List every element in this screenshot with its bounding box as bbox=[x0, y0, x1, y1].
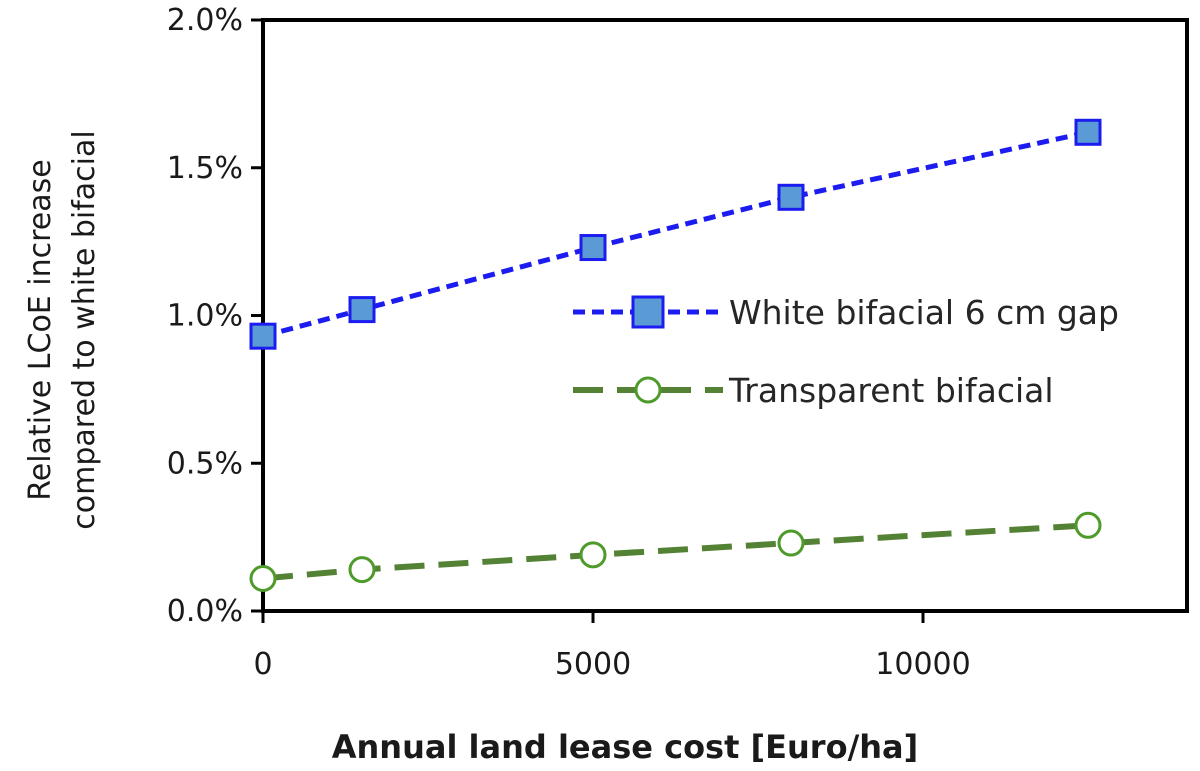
y-tick-label: 1.0% bbox=[167, 299, 243, 334]
x-tick-label: 0 bbox=[253, 647, 272, 682]
x-tick-label: 5000 bbox=[555, 647, 631, 682]
x-axis-title: Annual land lease cost [Euro/ha] bbox=[332, 728, 919, 766]
y-axis-ticks: 0.0% 0.5% 1.0% 1.5% 2.0% bbox=[167, 3, 263, 629]
y-axis-title-line1: Relative LCoE increase bbox=[23, 159, 58, 500]
y-axis-title-line2: compared to white bifacial bbox=[67, 130, 102, 529]
y-tick-label: 0.5% bbox=[167, 446, 243, 481]
data-point-white-bifacial bbox=[579, 234, 607, 262]
data-point-transparent-bifacial bbox=[348, 556, 376, 584]
y-tick-label: 0.0% bbox=[167, 594, 243, 629]
legend: White bifacial 6 cm gap Transparent bifa… bbox=[573, 293, 1119, 410]
data-point-transparent-bifacial bbox=[579, 541, 607, 569]
data-point-transparent-bifacial bbox=[1074, 511, 1102, 539]
data-point-white-bifacial bbox=[249, 322, 277, 350]
legend-label-transparent-bifacial: Transparent bifacial bbox=[728, 371, 1054, 410]
legend-marker-transparent-bifacial bbox=[634, 376, 662, 404]
data-point-white-bifacial bbox=[1074, 118, 1102, 146]
y-tick-label: 2.0% bbox=[167, 3, 243, 38]
series-line-1 bbox=[262, 522, 1089, 582]
data-point-transparent-bifacial bbox=[249, 564, 277, 592]
data-point-white-bifacial bbox=[348, 296, 376, 324]
series-line-0 bbox=[262, 129, 1089, 339]
x-tick-label: 10000 bbox=[875, 647, 970, 682]
x-axis-ticks: 0 5000 10000 bbox=[253, 611, 971, 682]
legend-label-white-bifacial: White bifacial 6 cm gap bbox=[729, 293, 1119, 332]
series-layer bbox=[249, 118, 1102, 592]
legend-marker-white-bifacial bbox=[631, 295, 665, 329]
data-point-white-bifacial bbox=[777, 183, 805, 211]
data-point-transparent-bifacial bbox=[777, 529, 805, 557]
y-tick-label: 1.5% bbox=[167, 151, 243, 186]
